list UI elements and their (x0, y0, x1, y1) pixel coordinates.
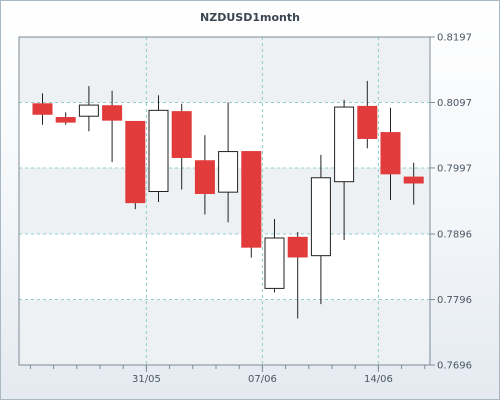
y-tick-label: 0.7796 (437, 295, 472, 306)
candle-body-bearish (287, 236, 308, 258)
plot-area: 0.8197 0.8097 0.7997 0.7896 0.7796 0.7696 31/0… (18, 33, 472, 385)
candle-body-bearish (171, 111, 192, 158)
y-tick-label: 0.7997 (437, 163, 472, 174)
candle-body-bearish (241, 151, 262, 248)
chart-title: NZDUSD1month (200, 11, 300, 24)
x-tick-label: 07/06 (248, 374, 277, 385)
grid-band (19, 299, 430, 365)
x-tick-label: 14/06 (364, 374, 393, 385)
y-tick-label: 0.7896 (437, 230, 472, 241)
candle-body-bearish (32, 103, 53, 115)
y-tick-label: 0.8097 (437, 98, 472, 109)
y-tick-label: 0.7696 (437, 361, 472, 372)
candle-body-bullish (334, 106, 355, 183)
candle-body-bullish (148, 109, 169, 193)
candle-body-bearish (357, 105, 378, 139)
candle-body-bearish (194, 160, 215, 194)
candle-body-bearish (55, 117, 76, 123)
candle-body-bearish (125, 120, 146, 204)
candle-body-bearish (102, 105, 123, 121)
candle-body-bullish (78, 104, 99, 117)
x-tick-label: 31/05 (132, 374, 161, 385)
y-tick-label: 0.8197 (437, 33, 472, 44)
candle-body-bearish (403, 176, 424, 184)
candle-body-bullish (310, 177, 331, 257)
candle-body-bullish (218, 151, 239, 193)
candle-body-bullish (264, 237, 285, 289)
plot-border (18, 36, 431, 366)
grid-band (19, 37, 430, 103)
candle-body-bearish (380, 132, 401, 175)
